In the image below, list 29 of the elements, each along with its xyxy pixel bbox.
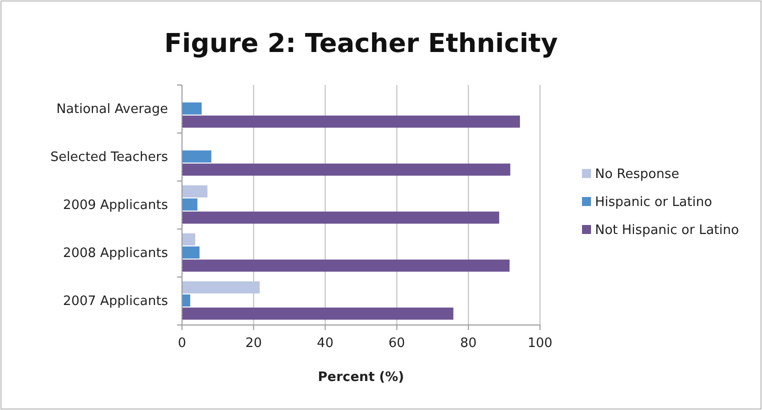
bar <box>182 198 198 211</box>
bar <box>182 281 260 294</box>
bar <box>182 102 202 115</box>
y-tick-label: 2007 Applicants <box>62 294 168 309</box>
y-tick-label: National Average <box>56 102 168 117</box>
y-tick-label: 2009 Applicants <box>62 198 168 213</box>
x-tick-label: 0 <box>178 336 186 351</box>
bar <box>182 185 208 198</box>
x-tick-label: 100 <box>528 336 552 351</box>
legend-label: Not Hispanic or Latino <box>595 223 740 238</box>
bar <box>182 212 500 224</box>
y-tick-label: Selected Teachers <box>50 150 168 165</box>
bar <box>182 116 520 128</box>
x-tick-label: 40 <box>316 336 334 351</box>
x-tick-label: 20 <box>245 336 262 351</box>
x-tick-label: 80 <box>460 336 477 351</box>
bar <box>182 260 510 272</box>
y-tick-label: 2008 Applicants <box>62 246 168 261</box>
bar <box>182 164 510 176</box>
bar <box>182 150 212 163</box>
bar <box>182 233 196 246</box>
x-axis-title: Percent (%) <box>318 370 404 385</box>
bar <box>182 294 190 307</box>
x-tick-label: 60 <box>388 336 406 351</box>
legend-label: No Response <box>595 167 680 182</box>
bar <box>182 246 200 259</box>
legend-label: Hispanic or Latino <box>595 195 712 210</box>
bar <box>182 308 454 320</box>
chart-title: Figure 2: Teacher Ethnicity <box>164 29 558 59</box>
